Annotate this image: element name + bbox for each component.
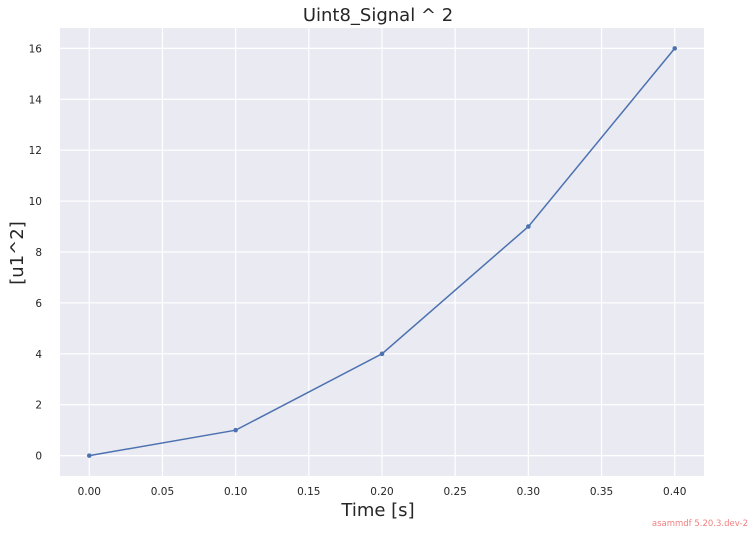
- y-tick-label: 16: [29, 43, 43, 55]
- x-tick-label: 0.35: [590, 486, 613, 498]
- y-tick-label: 4: [35, 349, 42, 361]
- y-tick-label: 14: [29, 94, 43, 106]
- y-tick-label: 6: [35, 298, 42, 310]
- data-point: [526, 224, 531, 229]
- x-tick-label: 0.25: [443, 486, 466, 498]
- x-tick-label: 0.00: [78, 486, 101, 498]
- data-point: [379, 351, 385, 357]
- x-tick-label: 0.40: [663, 486, 686, 498]
- y-tick-label: 10: [29, 196, 42, 208]
- y-tick-label: 12: [29, 145, 42, 157]
- chart-title: Uint8_Signal ^ 2: [303, 5, 453, 26]
- x-axis-label: Time [s]: [340, 500, 414, 521]
- y-axis-label: [u1^2]: [7, 221, 28, 284]
- x-tick-label: 0.20: [370, 486, 393, 498]
- data-point: [86, 453, 92, 458]
- series-layer: [86, 46, 678, 458]
- y-tick-label: 8: [35, 247, 42, 259]
- data-point: [672, 46, 678, 51]
- version-watermark: asammdf 5.20.3.dev-2: [651, 519, 748, 529]
- y-tick-label: 0: [35, 451, 42, 463]
- x-tick-label: 0.05: [151, 486, 174, 498]
- data-point: [233, 427, 238, 433]
- y-tick-label: 2: [35, 400, 42, 412]
- x-tick-label: 0.30: [517, 486, 540, 498]
- x-axis-ticks: 0.00 0.05 0.10 0.15 0.20 0.25 0.30 0.35 0.40: [78, 486, 687, 498]
- grid-lines: [60, 28, 704, 476]
- x-tick-label: 0.10: [224, 486, 247, 498]
- y-axis-ticks: 0 2 4 6 8 10 12 14 16: [29, 43, 43, 462]
- x-tick-label: 0.15: [297, 486, 320, 498]
